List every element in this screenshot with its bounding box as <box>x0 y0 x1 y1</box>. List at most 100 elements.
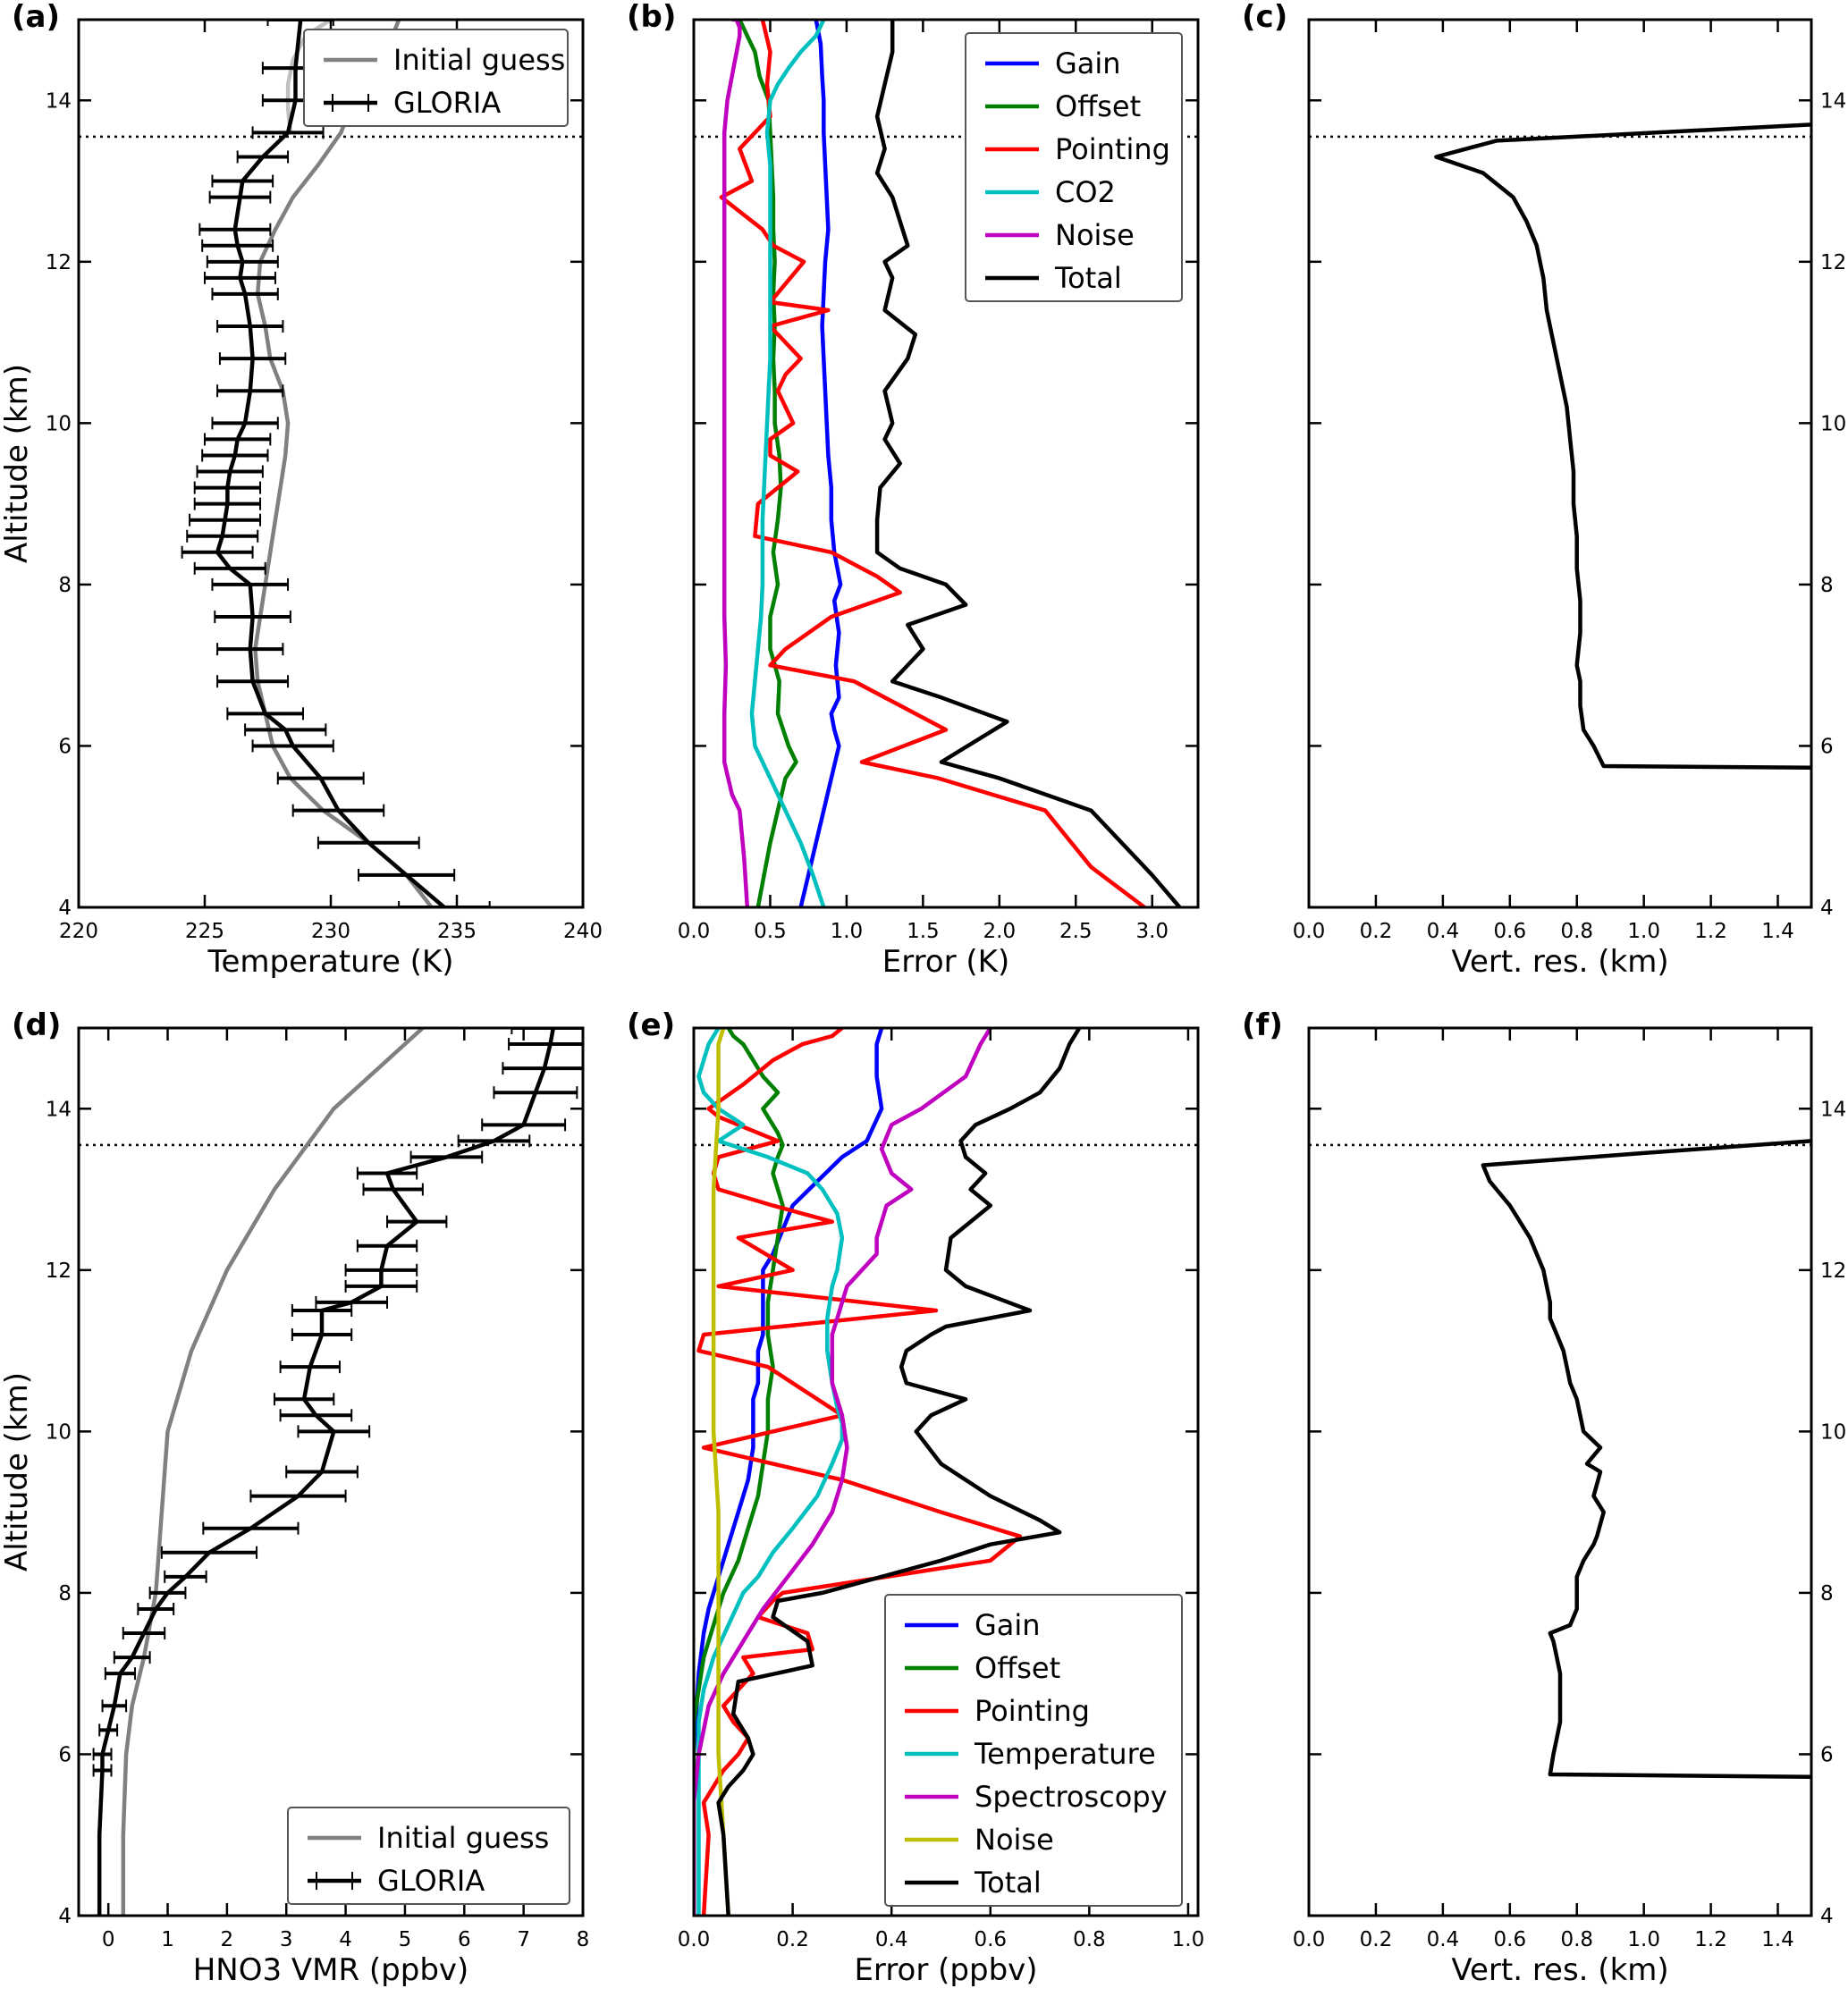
y-tick-label: 6 <box>58 735 72 758</box>
legend-item-initial-guess: Initial guess <box>324 43 565 77</box>
legend-label: Offset <box>975 1651 1060 1685</box>
y-tick-label: 6 <box>58 1743 72 1766</box>
error-bar <box>398 901 491 907</box>
series-offset <box>738 20 798 907</box>
legend-item-noise: Noise <box>905 1823 1054 1857</box>
panel-e: 0.0 0.2 0.4 0.6 0.8 1.0 (e) Error (ppbv) Gain Off… <box>627 1007 1204 1988</box>
x-tick-label: 1.2 <box>1694 1928 1727 1951</box>
x-tick-label: 0.6 <box>1494 920 1527 943</box>
series-line-0 <box>1434 122 1811 771</box>
x-tick-label: 0.4 <box>1427 1928 1460 1951</box>
x-tick-label: 8 <box>577 1928 590 1951</box>
series-co2 <box>749 20 826 907</box>
series-line <box>694 1028 785 1916</box>
y-tick-label: 12 <box>46 251 72 274</box>
series-line <box>749 20 826 907</box>
plot-area <box>694 20 1198 907</box>
error-bar <box>511 1028 583 1034</box>
ticks: 0.0 0.2 0.4 0.6 0.8 1.0 1.2 1.4 4 6 8 10 12 14 <box>1293 1028 1846 1951</box>
plot-area <box>694 1028 1198 1916</box>
x-tick-label: 6 <box>458 1928 471 1951</box>
ticks: 220 225 230 235 240 4 6 8 10 12 14 <box>46 20 603 943</box>
x-tick-label: 0.0 <box>678 1928 711 1951</box>
legend-label: Initial guess <box>393 43 565 77</box>
y-axis-label: Altitude (km) <box>0 364 35 563</box>
legend-label: Total <box>1054 261 1122 295</box>
x-tick-label: 0.8 <box>1560 1928 1593 1951</box>
x-tick-label: 1.0 <box>1627 920 1660 943</box>
panel-a: 220 225 230 235 240 4 6 8 10 12 14 (a) Temperature (… <box>0 0 603 980</box>
series-initial-guess <box>253 20 434 907</box>
plot-frame <box>1307 18 1813 909</box>
x-tick-label: 1.2 <box>1694 920 1727 943</box>
y-tick-label: 4 <box>58 897 72 920</box>
legend-box <box>884 1594 1183 1907</box>
series-line <box>711 1028 730 1916</box>
series-line <box>716 1028 1082 1916</box>
y-tick-label: 14 <box>46 89 72 113</box>
panel-label: (f) <box>1242 1007 1283 1043</box>
legend-label: Temperature <box>974 1737 1156 1771</box>
series-line <box>696 1028 1023 1916</box>
legend-label: CO2 <box>1055 175 1116 209</box>
y-tick-label: 12 <box>46 1260 72 1283</box>
series-initial-guess <box>121 1028 425 1916</box>
series-noise <box>711 1028 730 1916</box>
series-line <box>738 20 798 907</box>
series-line <box>719 20 1146 907</box>
series-line <box>798 20 843 907</box>
panel-b: 0.0 0.5 1.0 1.5 2.0 2.5 3.0 (b) Error (K) Gain Off… <box>627 0 1200 980</box>
x-axis-label: Vert. res. (km) <box>1451 1952 1668 1988</box>
legend-item-pointing: Pointing <box>985 132 1170 166</box>
x-tick-label: 240 <box>563 920 603 943</box>
series-spectroscopy <box>694 1028 992 1916</box>
series-gloria <box>92 1028 583 1916</box>
legend-label: GLORIA <box>377 1864 485 1898</box>
legend: Initial guess GLORIA <box>287 1807 570 1905</box>
y-tick-label: 4 <box>1820 897 1834 920</box>
x-tick-label: 2.0 <box>983 920 1017 943</box>
x-tick-label: 3.0 <box>1135 920 1169 943</box>
legend-item-pointing: Pointing <box>905 1694 1090 1728</box>
x-axis-label: Vert. res. (km) <box>1451 944 1668 980</box>
x-tick-label: 1.0 <box>1627 1928 1660 1951</box>
x-tick-label: 0.0 <box>1293 1928 1326 1951</box>
x-tick-label: 0.6 <box>974 1928 1007 1951</box>
legend-label: GLORIA <box>393 86 501 120</box>
ticks: 0.0 0.5 1.0 1.5 2.0 2.5 3.0 <box>678 20 1198 943</box>
panel-label: (c) <box>1242 0 1287 35</box>
y-tick-label: 6 <box>1820 735 1834 758</box>
panel-label: (d) <box>12 1007 61 1043</box>
x-axis-label: Error (ppbv) <box>854 1952 1037 1988</box>
series-line <box>121 1028 425 1916</box>
series-line-0 <box>1481 1139 1811 1779</box>
y-tick-label: 12 <box>1820 251 1846 274</box>
y-tick-label: 4 <box>58 1905 72 1928</box>
y-tick-label: 10 <box>1820 1420 1846 1444</box>
x-tick-label: 0.5 <box>754 920 787 943</box>
panel-label: (a) <box>12 0 60 35</box>
y-tick-label: 8 <box>58 574 72 597</box>
y-tick-label: 4 <box>1820 1905 1834 1928</box>
series-line <box>97 1028 556 1916</box>
legend-label: Gain <box>975 1608 1041 1642</box>
x-tick-label: 0.2 <box>1360 1928 1393 1951</box>
x-tick-label: 2 <box>221 1928 234 1951</box>
x-tick-label: 7 <box>517 1928 530 1951</box>
x-tick-label: 2.5 <box>1059 920 1093 943</box>
series-line <box>1481 1139 1811 1779</box>
series-offset <box>694 1028 785 1916</box>
y-tick-label: 12 <box>1820 1260 1846 1283</box>
legend-label: Pointing <box>975 1694 1090 1728</box>
legend-item-total: Total <box>905 1866 1042 1900</box>
x-axis-label: HNO3 VMR (ppbv) <box>193 1952 469 1988</box>
x-axis-label: Temperature (K) <box>207 944 453 980</box>
series-gain <box>694 1028 884 1916</box>
x-tick-label: 0 <box>102 1928 115 1951</box>
legend-item-gain: Gain <box>905 1608 1041 1642</box>
x-tick-label: 0.2 <box>776 1928 809 1951</box>
plot-frame <box>692 18 1200 909</box>
plot-area <box>79 1028 583 1916</box>
x-tick-label: 1.0 <box>1172 1928 1205 1951</box>
